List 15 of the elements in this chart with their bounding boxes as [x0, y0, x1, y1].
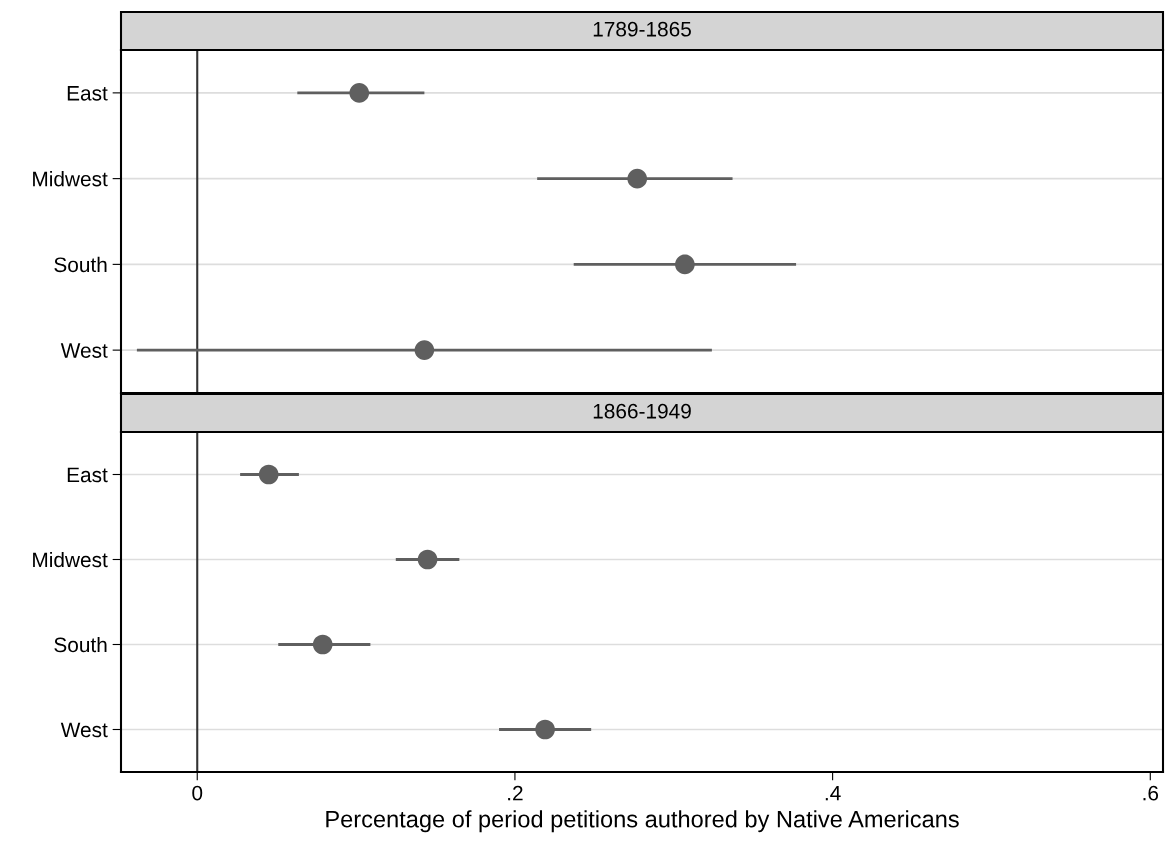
- y-tick-label: South: [54, 256, 107, 273]
- y-tick-label: East: [67, 86, 108, 101]
- y-tick-label: South: [54, 636, 107, 653]
- x-tick-label: 0: [192, 785, 203, 801]
- y-tick-label: Midwest: [33, 171, 108, 187]
- chart-title: 1789-1865: [593, 21, 691, 37]
- y-tick-label: East: [67, 467, 108, 483]
- y-tick-label: West: [60, 722, 108, 738]
- x-tick-label: .4: [825, 785, 841, 801]
- chart-title: 1866-1949: [593, 403, 691, 419]
- y-tick-label: West: [60, 343, 108, 358]
- x-axis-title: Percentage of period petitions authored by Native Americans: [326, 810, 959, 833]
- x-tick-label: .6: [1143, 785, 1159, 801]
- y-tick-label: Midwest: [33, 551, 108, 568]
- x-tick-label: .2: [508, 785, 523, 801]
